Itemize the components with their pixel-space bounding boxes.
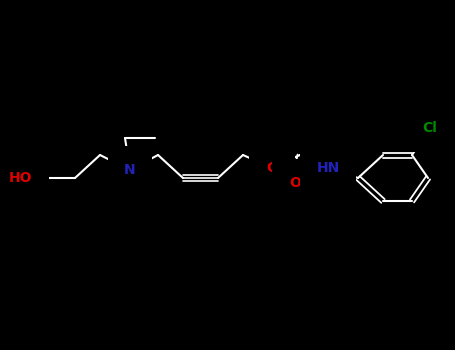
Text: O: O xyxy=(266,161,278,175)
Text: O: O xyxy=(289,176,301,190)
Text: HN: HN xyxy=(316,161,339,175)
Text: Cl: Cl xyxy=(423,121,437,135)
Text: HO: HO xyxy=(9,171,32,185)
Text: N: N xyxy=(124,163,136,177)
